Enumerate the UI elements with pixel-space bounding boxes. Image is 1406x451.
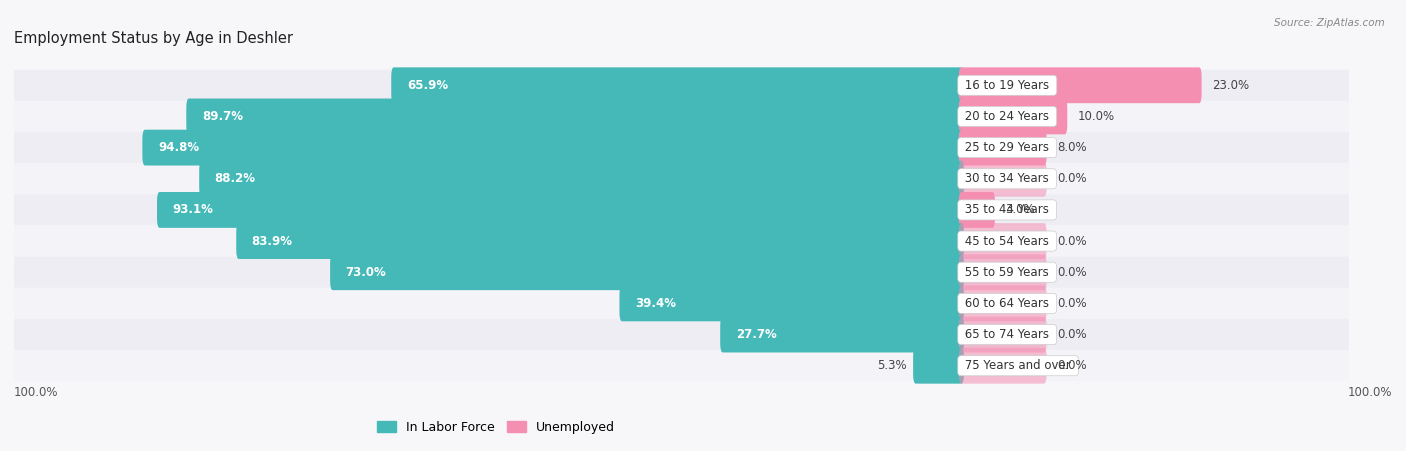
Text: 0.0%: 0.0%	[1057, 172, 1087, 185]
Text: 30 to 34 Years: 30 to 34 Years	[962, 172, 1053, 185]
FancyBboxPatch shape	[391, 67, 965, 103]
Text: 73.0%: 73.0%	[346, 266, 387, 279]
Text: 89.7%: 89.7%	[202, 110, 243, 123]
Text: 100.0%: 100.0%	[1347, 386, 1392, 399]
FancyBboxPatch shape	[236, 223, 965, 259]
Text: 94.8%: 94.8%	[157, 141, 200, 154]
Text: 60 to 64 Years: 60 to 64 Years	[962, 297, 1053, 310]
Text: 0.0%: 0.0%	[1057, 359, 1087, 372]
Text: 45 to 54 Years: 45 to 54 Years	[962, 235, 1053, 248]
FancyBboxPatch shape	[720, 317, 965, 353]
FancyBboxPatch shape	[157, 192, 965, 228]
Text: 83.9%: 83.9%	[252, 235, 292, 248]
FancyBboxPatch shape	[0, 132, 1348, 163]
FancyBboxPatch shape	[959, 161, 1046, 197]
FancyBboxPatch shape	[959, 192, 995, 228]
Text: 23.0%: 23.0%	[1212, 79, 1249, 92]
FancyBboxPatch shape	[186, 98, 965, 134]
FancyBboxPatch shape	[0, 257, 1348, 288]
FancyBboxPatch shape	[0, 70, 1348, 101]
FancyBboxPatch shape	[0, 163, 1348, 194]
Text: 88.2%: 88.2%	[215, 172, 256, 185]
Text: Source: ZipAtlas.com: Source: ZipAtlas.com	[1274, 18, 1385, 28]
FancyBboxPatch shape	[912, 348, 965, 384]
FancyBboxPatch shape	[330, 254, 965, 290]
FancyBboxPatch shape	[200, 161, 965, 197]
Text: 16 to 19 Years: 16 to 19 Years	[962, 79, 1053, 92]
FancyBboxPatch shape	[142, 130, 965, 166]
Text: 93.1%: 93.1%	[173, 203, 214, 216]
FancyBboxPatch shape	[620, 285, 965, 321]
Text: 27.7%: 27.7%	[735, 328, 776, 341]
Text: 65 to 74 Years: 65 to 74 Years	[962, 328, 1053, 341]
Text: 25 to 29 Years: 25 to 29 Years	[962, 141, 1053, 154]
Text: 75 Years and over: 75 Years and over	[962, 359, 1074, 372]
Text: 39.4%: 39.4%	[636, 297, 676, 310]
Text: 35 to 44 Years: 35 to 44 Years	[962, 203, 1053, 216]
FancyBboxPatch shape	[959, 98, 1067, 134]
Text: 3.0%: 3.0%	[1005, 203, 1035, 216]
Text: Employment Status by Age in Deshler: Employment Status by Age in Deshler	[14, 31, 292, 46]
Text: 0.0%: 0.0%	[1057, 328, 1087, 341]
FancyBboxPatch shape	[959, 254, 1046, 290]
Text: 8.0%: 8.0%	[1057, 141, 1087, 154]
FancyBboxPatch shape	[959, 317, 1046, 353]
Text: 5.3%: 5.3%	[877, 359, 907, 372]
Text: 65.9%: 65.9%	[406, 79, 449, 92]
FancyBboxPatch shape	[959, 348, 1046, 384]
Text: 20 to 24 Years: 20 to 24 Years	[962, 110, 1053, 123]
Text: 0.0%: 0.0%	[1057, 297, 1087, 310]
Text: 100.0%: 100.0%	[14, 386, 59, 399]
Legend: In Labor Force, Unemployed: In Labor Force, Unemployed	[373, 416, 620, 439]
FancyBboxPatch shape	[959, 67, 1202, 103]
FancyBboxPatch shape	[0, 288, 1348, 319]
FancyBboxPatch shape	[0, 101, 1348, 132]
FancyBboxPatch shape	[959, 223, 1046, 259]
Text: 0.0%: 0.0%	[1057, 266, 1087, 279]
FancyBboxPatch shape	[959, 285, 1046, 321]
Text: 55 to 59 Years: 55 to 59 Years	[962, 266, 1053, 279]
FancyBboxPatch shape	[959, 130, 1046, 166]
Text: 0.0%: 0.0%	[1057, 235, 1087, 248]
Text: 10.0%: 10.0%	[1077, 110, 1115, 123]
FancyBboxPatch shape	[0, 350, 1348, 381]
FancyBboxPatch shape	[0, 194, 1348, 226]
FancyBboxPatch shape	[0, 226, 1348, 257]
FancyBboxPatch shape	[0, 319, 1348, 350]
